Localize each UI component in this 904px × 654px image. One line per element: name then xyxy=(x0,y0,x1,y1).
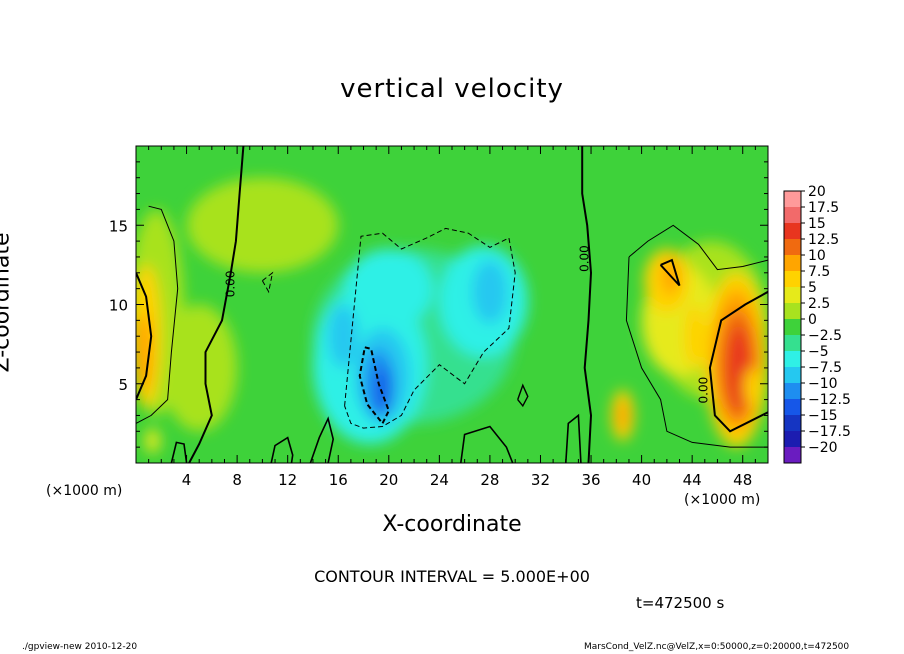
colorbar-swatch xyxy=(784,255,801,272)
contour-value-label: 0.00 xyxy=(696,377,710,404)
x-tick-label: 8 xyxy=(232,471,242,489)
velocity-field xyxy=(136,146,768,463)
x-tick-label: 36 xyxy=(581,471,600,489)
positive-contour xyxy=(628,224,768,271)
positive-contour xyxy=(659,258,681,287)
downdraft-blob xyxy=(376,366,392,414)
positive-contour xyxy=(565,413,582,463)
zero-contour xyxy=(188,146,245,463)
x-tick-label: 4 xyxy=(182,471,192,489)
colorbar-swatch xyxy=(784,287,801,304)
colorbar-swatch xyxy=(784,447,801,464)
colorbar-swatch xyxy=(784,191,801,208)
zero-contour xyxy=(581,146,593,463)
updraft-blob xyxy=(743,367,760,406)
x-axis-label: X-coordinate xyxy=(382,512,522,537)
downdraft-blob xyxy=(328,304,359,368)
colorbar-swatch xyxy=(784,415,801,432)
downdraft-blob xyxy=(472,260,508,324)
colorbar-label: −10 xyxy=(808,376,838,392)
x-tick-label: 32 xyxy=(531,471,550,489)
colorbar-label: 7.5 xyxy=(808,264,830,280)
colorbar-label: −5 xyxy=(808,344,829,360)
contour-value-label: 0.00 xyxy=(224,271,238,298)
colorbar-label: 17.5 xyxy=(808,200,839,216)
updraft-blob xyxy=(186,177,339,273)
colorbar-swatch xyxy=(784,351,801,368)
chart-title: vertical velocity xyxy=(340,74,564,104)
contour-lines xyxy=(136,146,768,463)
colorbar-swatch xyxy=(784,303,801,320)
colorbar: 2017.51512.5107.552.50−2.5−5−7.5−10−12.5… xyxy=(783,184,851,464)
x-tick-label: 28 xyxy=(480,471,499,489)
x-tick-label: 24 xyxy=(430,471,449,489)
colorbar-swatch xyxy=(784,399,801,416)
colorbar-label: 10 xyxy=(808,248,826,264)
colorbar-swatch xyxy=(784,319,801,336)
colorbar-swatch xyxy=(784,335,801,352)
positive-contour xyxy=(708,290,768,433)
updraft-blob xyxy=(144,428,161,454)
updraft-blob xyxy=(616,399,629,432)
colorbar-label: −15 xyxy=(808,408,838,424)
colorbar-swatch xyxy=(784,223,801,240)
x-axis-unit: (×1000 m) xyxy=(684,492,761,508)
colorbar-swatch xyxy=(784,207,801,224)
z-axis-unit: (×1000 m) xyxy=(46,483,123,499)
colorbar-swatch xyxy=(784,239,801,256)
x-tick-label: 12 xyxy=(278,471,297,489)
colorbar-label: 2.5 xyxy=(808,296,830,312)
positive-contour xyxy=(270,436,294,463)
negative-contour xyxy=(344,227,516,429)
y-axis-label: Z-coordinate xyxy=(0,232,15,373)
field-blobs xyxy=(136,177,768,454)
y-tick-label: 10 xyxy=(109,297,128,315)
colorbar-label: 20 xyxy=(808,184,826,200)
x-tick-label: 40 xyxy=(632,471,651,489)
colorbar-swatch xyxy=(784,367,801,384)
updraft-blob xyxy=(161,304,238,432)
colorbar-swatch xyxy=(784,271,801,288)
x-tick-label: 48 xyxy=(733,471,752,489)
x-tick-label: 44 xyxy=(683,471,702,489)
positive-contour xyxy=(460,425,514,463)
colorbar-label: 0 xyxy=(808,312,817,328)
colorbar-label: 5 xyxy=(808,280,817,296)
positive-contour xyxy=(517,383,529,408)
contour-interval-note: CONTOUR INTERVAL = 5.000E+00 xyxy=(314,567,590,586)
positive-contour xyxy=(170,441,188,463)
x-tick-label: 16 xyxy=(329,471,348,489)
footer-program-info: ./gpview-new 2010-12-20 xyxy=(22,642,138,652)
negative-contour xyxy=(358,346,390,426)
colorbar-swatch xyxy=(784,383,801,400)
colorbar-border xyxy=(783,190,802,464)
contour-value-label: 0.00 xyxy=(578,245,592,272)
colorbar-label: −2.5 xyxy=(808,328,842,344)
updraft-blob xyxy=(136,312,153,392)
colorbar-label: −12.5 xyxy=(808,392,851,408)
colorbar-label: −17.5 xyxy=(808,424,851,440)
y-tick-label: 5 xyxy=(118,376,128,394)
x-tick-label: 20 xyxy=(379,471,398,489)
positive-contour xyxy=(309,416,335,463)
colorbar-label: −20 xyxy=(808,440,838,456)
positive-contour xyxy=(136,205,179,424)
footer-file-info: MarsCond_VelZ.nc@VelZ,x=0:50000,z=0:2000… xyxy=(584,642,850,652)
colorbar-label: 15 xyxy=(808,216,826,232)
updraft-blob xyxy=(684,304,705,368)
colorbar-label: −7.5 xyxy=(808,360,842,376)
y-tick-label: 15 xyxy=(109,217,128,235)
colorbar-label: 12.5 xyxy=(808,232,839,248)
time-label: t=472500 s xyxy=(636,594,725,612)
positive-contour xyxy=(625,256,768,448)
downdraft-blob xyxy=(344,249,434,329)
colorbar-swatch xyxy=(784,431,801,448)
